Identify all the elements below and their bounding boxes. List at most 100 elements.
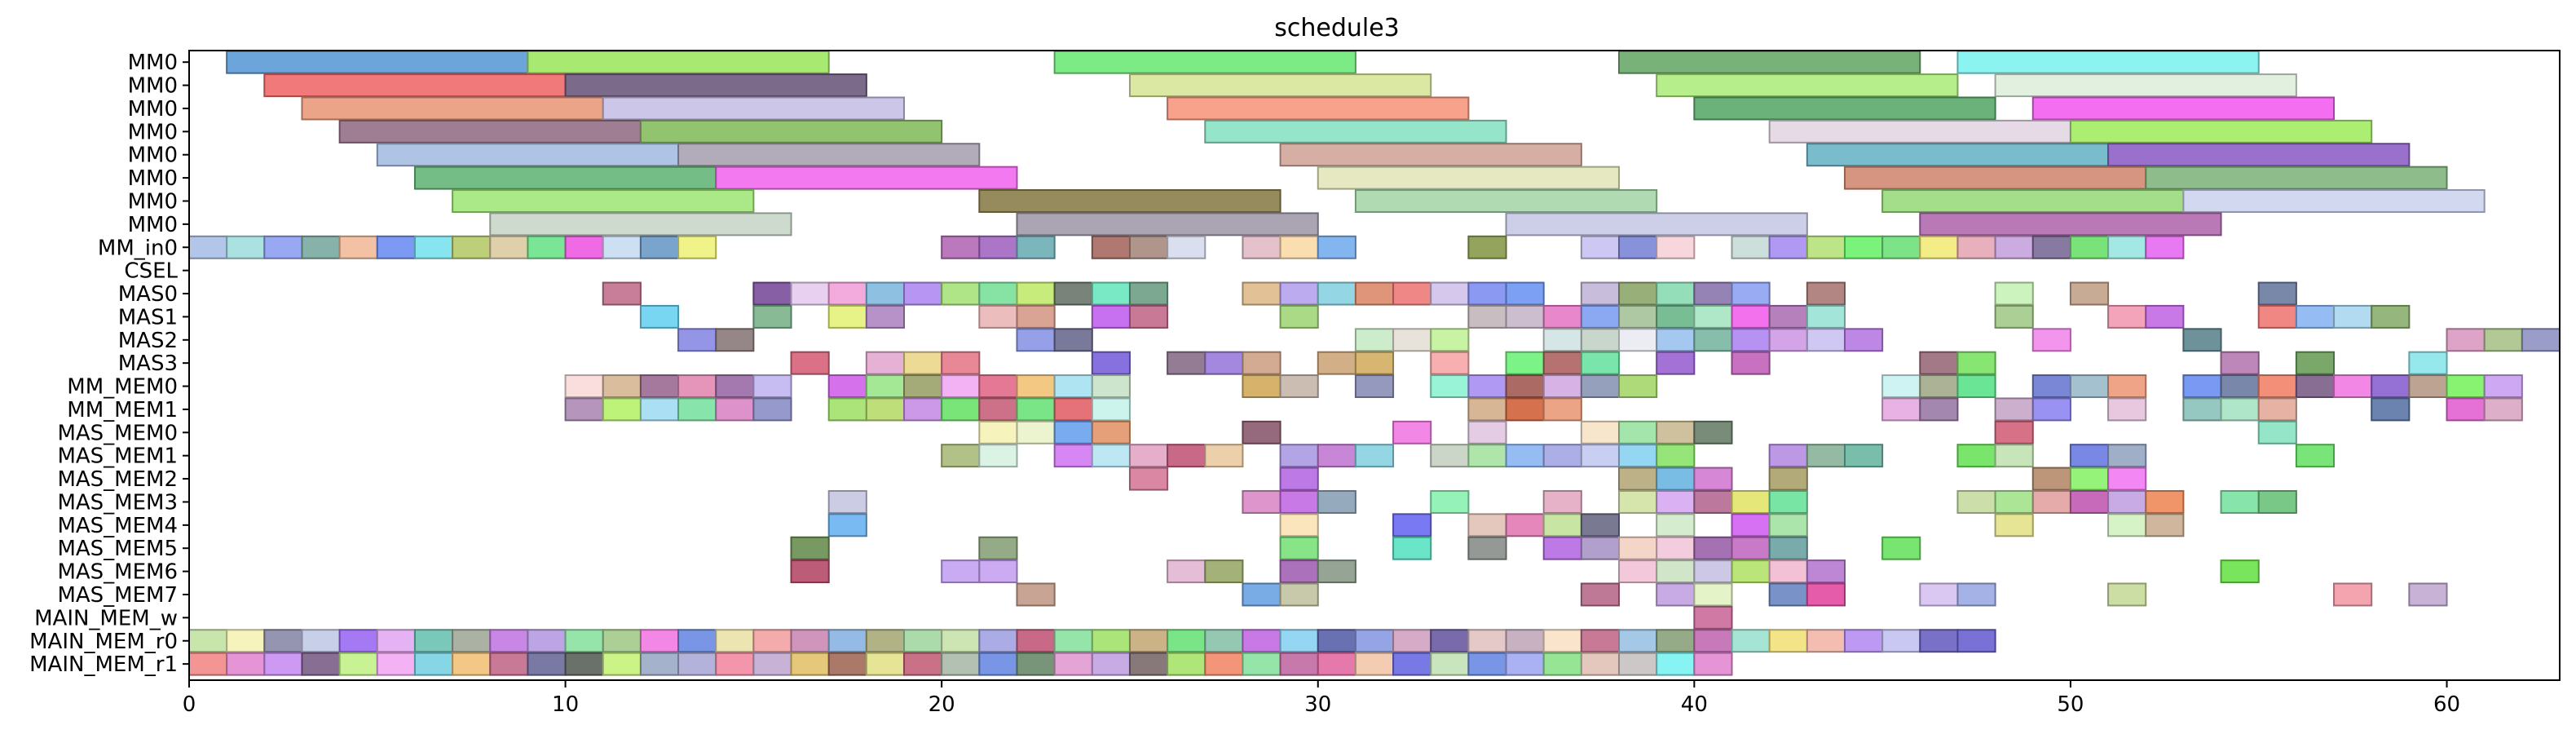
x-tick-label: 40: [1681, 692, 1708, 717]
gantt-bar: [790, 652, 830, 676]
gantt-bar: [1053, 397, 1093, 422]
gantt-bar: [1956, 582, 1996, 607]
gantt-bar: [1542, 536, 1582, 560]
gantt-bar: [978, 536, 1018, 560]
gantt-bar: [1430, 489, 1470, 514]
gantt-bar: [527, 629, 567, 653]
gantt-bar: [1580, 351, 1621, 375]
gantt-bar: [1580, 536, 1621, 560]
gantt-bar: [752, 281, 792, 306]
gantt-bar: [1768, 489, 1808, 514]
gantt-bar: [1656, 304, 1696, 329]
gantt-bar: [1053, 281, 1093, 306]
gantt-bar: [639, 304, 680, 329]
gantt-bar: [1542, 328, 1582, 352]
gantt-bar: [1731, 489, 1771, 514]
gantt-bar: [1693, 559, 1733, 584]
gantt-bar: [903, 397, 943, 422]
gantt-bar: [2069, 119, 2373, 144]
gantt-bar: [1580, 629, 1621, 653]
gantt-bar: [1505, 212, 1808, 237]
gantt-bar: [903, 374, 943, 399]
y-tick-label: MM0: [128, 144, 178, 168]
gantt-bar: [226, 50, 529, 74]
y-tick-label: MM0: [128, 189, 178, 214]
gantt-bar: [1467, 420, 1507, 444]
gantt-bar: [1242, 582, 1281, 607]
gantt-bar: [2446, 328, 2486, 352]
gantt-bar: [2483, 374, 2523, 399]
gantt-bar: [1994, 444, 2034, 468]
gantt-bar: [1128, 652, 1169, 676]
gantt-bar: [1505, 374, 1545, 399]
gantt-bar: [941, 444, 981, 468]
gantt-bar: [1354, 444, 1395, 468]
gantt-bar: [1768, 304, 1808, 329]
gantt-bar: [1731, 513, 1771, 537]
gantt-bar: [978, 652, 1018, 676]
gantt-bar: [188, 235, 228, 259]
gantt-bar: [1542, 629, 1582, 653]
gantt-bar: [527, 652, 567, 676]
gantt-bar: [1467, 629, 1507, 653]
gantt-bar: [1618, 50, 1921, 74]
gantt-bar: [1806, 143, 2110, 167]
gantt-bar: [978, 444, 1018, 468]
gantt-bar: [376, 629, 416, 653]
gantt-bar: [226, 235, 266, 259]
gantt-bar: [1091, 281, 1131, 306]
y-tick-label: MM_in0: [98, 236, 178, 260]
gantt-bar: [1656, 73, 1959, 98]
gantt-bar: [1618, 420, 1658, 444]
gantt-bar: [1279, 281, 1319, 306]
gantt-bar: [1128, 73, 1432, 98]
y-tick-label: MAS_MEM0: [57, 421, 178, 445]
y-tick-label: MAS_MEM4: [57, 514, 178, 538]
gantt-bar: [1542, 351, 1582, 375]
gantt-bar: [2031, 96, 2336, 121]
gantt-bar: [715, 374, 755, 399]
gantt-bar: [602, 652, 642, 676]
gantt-bar: [1467, 444, 1507, 468]
y-tick-label: MAS2: [118, 329, 178, 353]
gantt-bar: [376, 652, 416, 676]
gantt-bar: [2333, 304, 2373, 329]
gantt-bar: [2220, 397, 2260, 422]
gantt-bar: [1204, 652, 1244, 676]
gantt-bar: [2069, 374, 2110, 399]
gantt-bar: [2031, 489, 2071, 514]
gantt-bar: [2145, 489, 2185, 514]
gantt-bar: [1994, 73, 2297, 98]
gantt-bar: [1768, 559, 1808, 584]
gantt-bar: [376, 235, 416, 259]
gantt-bar: [865, 629, 906, 653]
gantt-bar: [1016, 420, 1056, 444]
gantt-bar: [413, 166, 717, 190]
gantt-bar: [639, 374, 680, 399]
gantt-bar: [1580, 582, 1621, 607]
gantt-bar: [1317, 559, 1356, 584]
gantt-bar: [1994, 513, 2034, 537]
gantt-bar: [941, 629, 981, 653]
gantt-bar: [715, 397, 755, 422]
gantt-bar: [1618, 536, 1658, 560]
gantt-bar: [1618, 328, 1658, 352]
gantt-bar: [1392, 281, 1432, 306]
gantt-bar: [1843, 166, 2147, 190]
gantt-bar: [1580, 374, 1621, 399]
gantt-bar: [2107, 143, 2411, 167]
gantt-bar: [301, 629, 341, 653]
gantt-bar: [188, 629, 228, 653]
gantt-bar: [1467, 374, 1507, 399]
gantt-bar: [752, 397, 792, 422]
gantt-bar: [903, 629, 943, 653]
gantt-bar: [790, 559, 830, 584]
gantt-bar: [1467, 652, 1507, 676]
gantt-bar: [865, 374, 906, 399]
gantt-bar: [1053, 444, 1093, 468]
gantt-bar: [1693, 281, 1733, 306]
gantt-bar: [1956, 235, 1996, 259]
gantt-bar: [1091, 351, 1131, 375]
gantt-bar: [1467, 304, 1507, 329]
gantt-bar: [1091, 374, 1131, 399]
